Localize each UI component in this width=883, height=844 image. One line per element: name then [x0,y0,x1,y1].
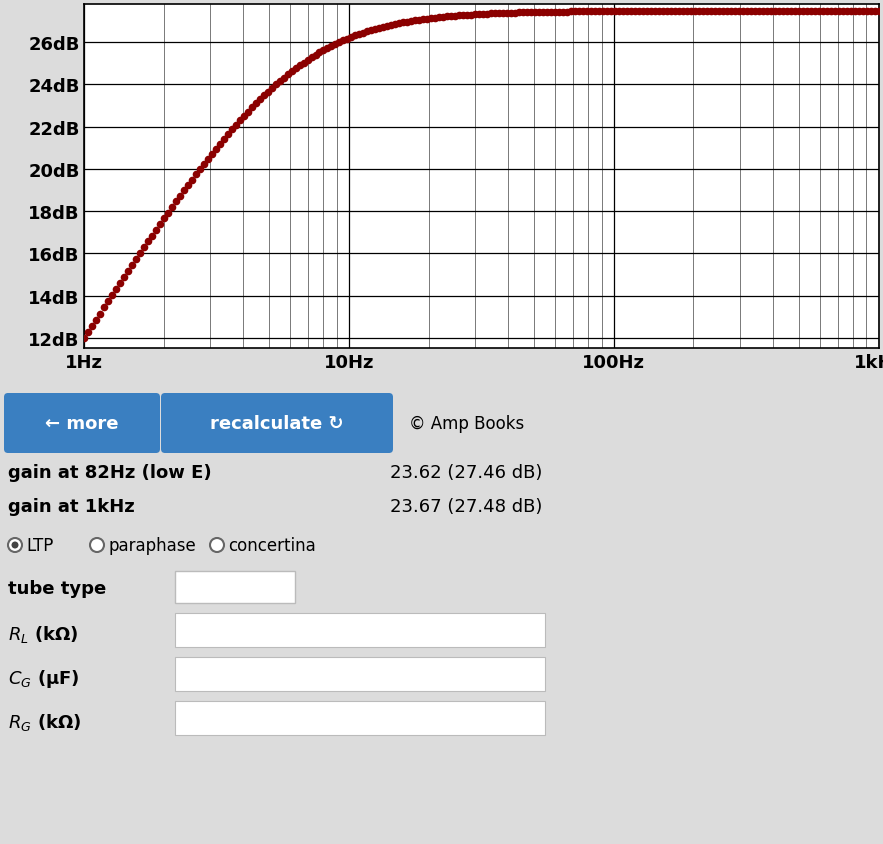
Circle shape [210,538,224,552]
FancyBboxPatch shape [175,701,545,735]
Text: 12AX7  ▼: 12AX7 ▼ [182,578,260,597]
Text: 0.1: 0.1 [183,665,209,683]
Text: paraphase: paraphase [108,537,196,555]
Circle shape [90,538,104,552]
Text: © Amp Books: © Amp Books [409,414,525,432]
Text: $R_G$ (kΩ): $R_G$ (kΩ) [8,711,81,732]
FancyBboxPatch shape [175,657,545,691]
Text: 100: 100 [183,621,215,639]
Text: 23.62 (27.46 dB): 23.62 (27.46 dB) [390,463,542,481]
Text: LTP: LTP [26,537,53,555]
Text: tube type: tube type [8,579,106,598]
Text: 23.67 (27.48 dB): 23.67 (27.48 dB) [390,497,542,516]
Text: $C_G$ (μF): $C_G$ (μF) [8,668,79,690]
FancyBboxPatch shape [4,393,160,453]
Text: gain at 82Hz (low E): gain at 82Hz (low E) [8,463,212,481]
Circle shape [8,538,22,552]
Text: ← more: ← more [45,414,118,432]
Text: 220: 220 [183,709,215,728]
Text: $R_L$ (kΩ): $R_L$ (kΩ) [8,623,79,644]
FancyBboxPatch shape [175,571,295,603]
FancyBboxPatch shape [161,393,393,453]
Text: gain at 1kHz: gain at 1kHz [8,497,135,516]
Text: concertina: concertina [228,537,316,555]
Circle shape [11,542,19,549]
Text: recalculate ↻: recalculate ↻ [210,414,343,432]
FancyBboxPatch shape [175,614,545,647]
